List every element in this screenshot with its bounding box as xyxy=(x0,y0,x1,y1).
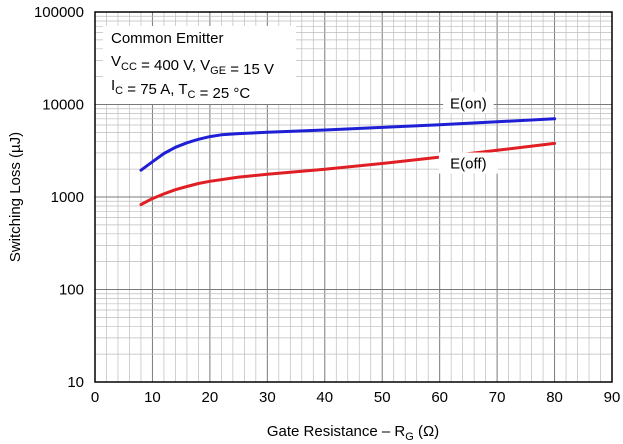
annotation-line: VCC = 400 V, VGE = 15 V xyxy=(111,53,274,78)
series-label-background xyxy=(438,152,498,174)
series-line-eoff xyxy=(139,141,557,206)
y-tick-label: 10000 xyxy=(42,97,84,114)
series-label: E(off) xyxy=(450,156,486,173)
annotation-line: Common Emitter xyxy=(111,30,224,47)
y-tick-label: 100 xyxy=(59,282,84,299)
x-tick-label: 30 xyxy=(259,389,276,406)
series-label: E(on) xyxy=(450,95,487,112)
x-tick-label: 90 xyxy=(604,389,621,406)
x-tick-label: 20 xyxy=(202,389,219,406)
x-tick-labels: 0 10 20 30 40 50 60 70 80 90 xyxy=(91,389,621,406)
y-tick-label: 1000 xyxy=(51,189,84,206)
x-tick-label: 50 xyxy=(374,389,391,406)
y-tick-label: 100000 xyxy=(34,4,84,21)
series-label-background xyxy=(443,92,494,114)
x-tick-label: 40 xyxy=(316,389,333,406)
series-group xyxy=(139,117,557,206)
series-labels: E(on) E(off) xyxy=(438,92,498,174)
y-axis-label: Switching Loss (µJ) xyxy=(7,132,24,262)
y-tick-label: 10 xyxy=(67,374,84,391)
annotation-background xyxy=(103,26,296,104)
series-line-eon xyxy=(139,117,557,172)
annotation-line: IC = 75 A, TC = 25 °C xyxy=(111,77,250,102)
x-tick-label: 0 xyxy=(91,389,99,406)
x-axis-label: Gate Resistance – RG (Ω) xyxy=(267,423,439,443)
y-tick-labels: 10 100 1000 10000 100000 xyxy=(34,4,84,391)
conditions-annotation: Common Emitter VCC = 400 V, VGE = 15 VIC … xyxy=(103,26,296,104)
plot-area-frame xyxy=(94,11,613,383)
x-tick-label: 80 xyxy=(546,389,563,406)
x-tick-label: 70 xyxy=(489,389,506,406)
x-tick-label: 10 xyxy=(144,389,161,406)
x-tick-label: 60 xyxy=(431,389,448,406)
